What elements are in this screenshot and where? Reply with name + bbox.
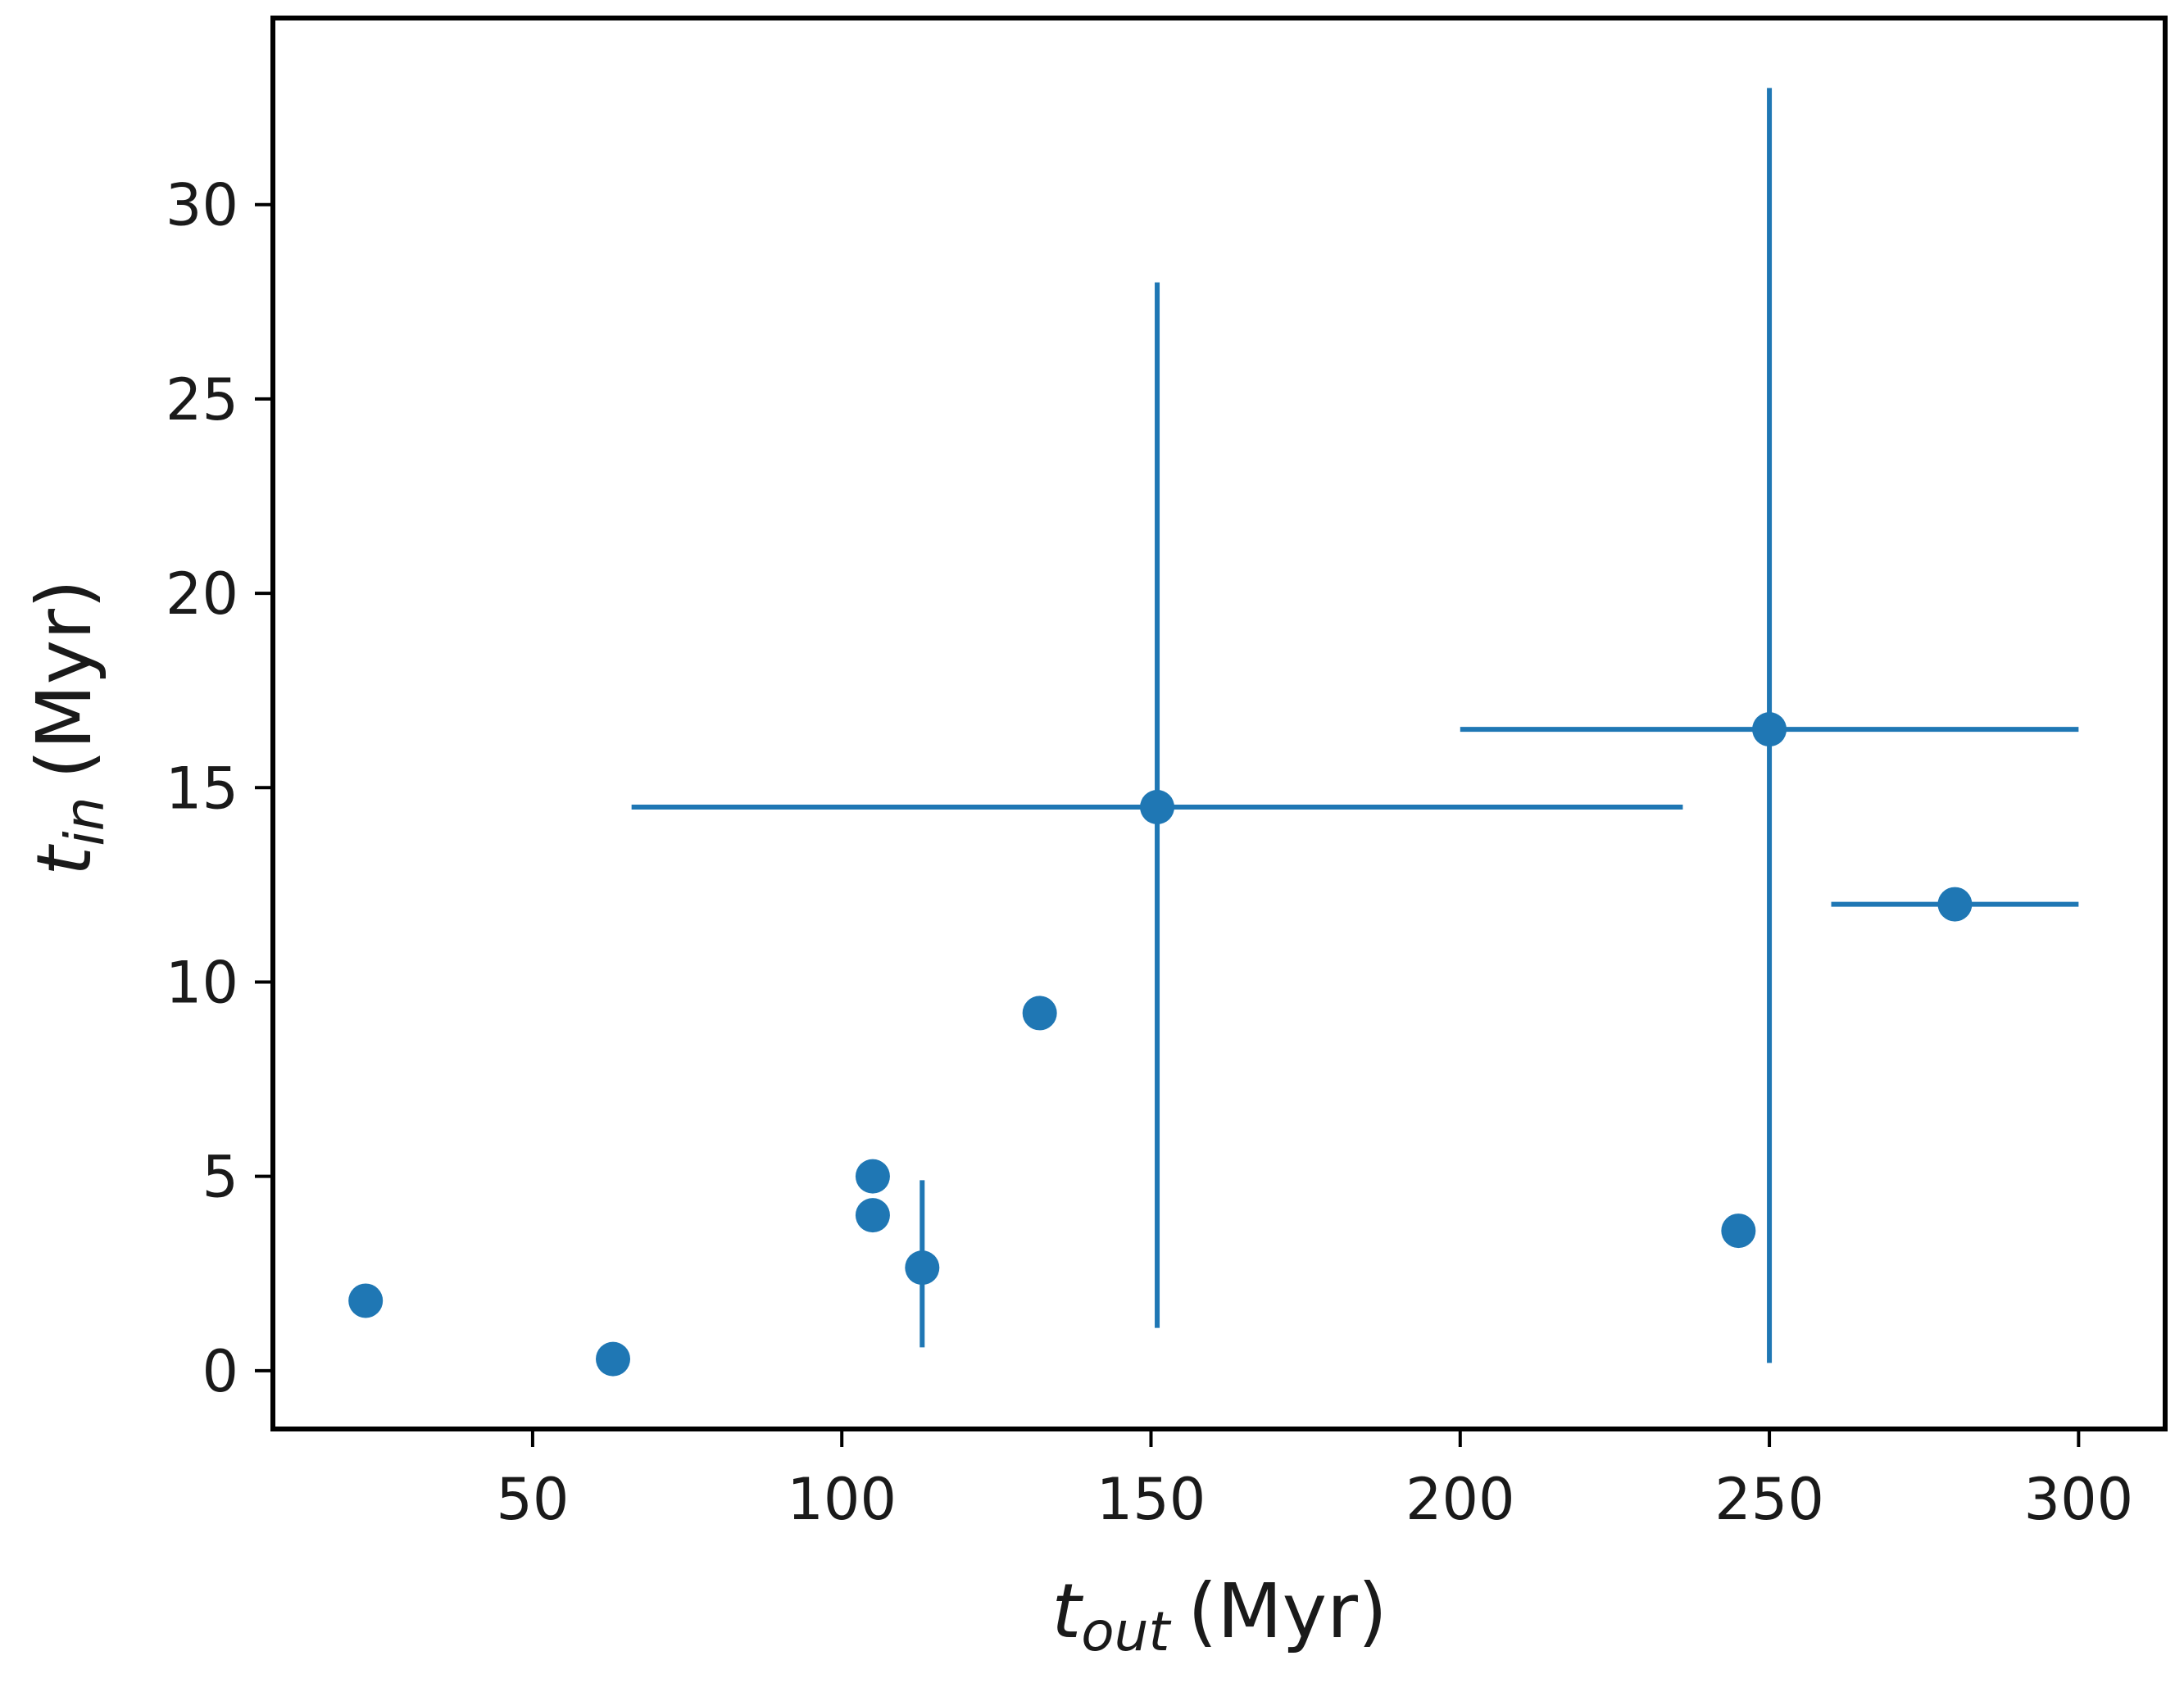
data-point (905, 1250, 940, 1286)
x-tick-label: 300 (2024, 1466, 2134, 1533)
data-point (855, 1198, 890, 1233)
y-tick-label: 0 (202, 1338, 238, 1405)
x-tick-label: 150 (1097, 1466, 1206, 1533)
data-point (1140, 789, 1175, 824)
data-point (596, 1341, 631, 1377)
x-axis-label: tout (Myr) (1051, 1567, 1387, 1663)
y-axis-ticks: 0 5 10 15 20 25 30 (166, 172, 273, 1405)
plot-frame (270, 16, 2168, 1431)
data-point (1721, 1213, 1756, 1249)
y-axis-label: tin(Myr) (20, 579, 116, 876)
y-tick-label: 20 (166, 560, 238, 628)
data-point (1752, 712, 1787, 747)
y-tick-label: 10 (166, 949, 238, 1016)
x-tick-label: 200 (1405, 1466, 1515, 1533)
y-tick-label: 25 (166, 366, 238, 433)
data-point (855, 1159, 890, 1194)
y-tick-label: 30 (166, 172, 238, 239)
x-tick-label: 50 (496, 1466, 569, 1533)
y-tick-label: 5 (202, 1144, 238, 1211)
data-point (1022, 996, 1057, 1031)
x-tick-label: 100 (787, 1466, 897, 1533)
error-bars (631, 88, 2079, 1363)
x-axis-ticks: 50 100 150 200 250 300 (496, 1429, 2133, 1533)
data-point (348, 1283, 384, 1318)
data-points (348, 712, 1973, 1377)
x-tick-label: 250 (1714, 1466, 1824, 1533)
data-point (1937, 887, 1973, 922)
y-tick-label: 15 (166, 755, 238, 822)
